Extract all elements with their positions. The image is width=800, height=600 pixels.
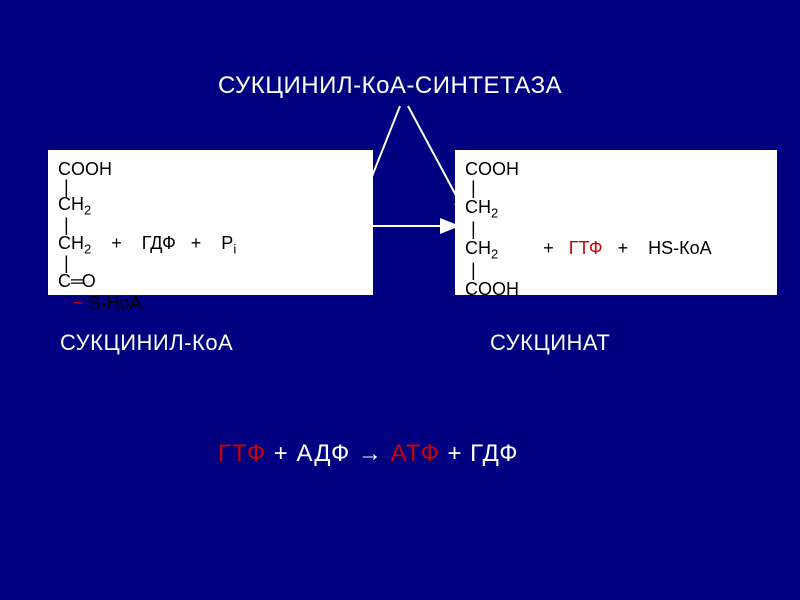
eq-p4: + ГДФ (440, 440, 519, 467)
right-l5-a: CH (465, 238, 491, 258)
left-l3-a: CH (58, 194, 84, 214)
left-l8-sp (58, 293, 73, 313)
left-molecule-label: СУКЦИНИЛ-КоА (60, 330, 233, 356)
left-l8-tilde: ~ (73, 293, 84, 313)
right-line-2: | (471, 181, 767, 196)
right-line-1: COOH (465, 158, 767, 181)
eq-p1: ГТФ (218, 440, 266, 467)
right-l5-gtf: ГТФ (569, 238, 603, 258)
right-molecule-label: СУКЦИНАТ (490, 330, 610, 356)
right-molecule-box: COOH | CH2 | CH2 + ГТФ + HS-КоА | COOH (455, 150, 777, 295)
right-line-7: COOH (465, 278, 767, 301)
right-line-4: | (471, 222, 767, 237)
left-l5-sub2: i (233, 241, 236, 256)
right-l3-sub: 2 (491, 205, 498, 220)
left-line-3: CH2 (58, 193, 363, 219)
left-line-8: ~ S-НоА (58, 292, 363, 315)
right-l3-a: CH (465, 197, 491, 217)
right-line-3: CH2 (465, 196, 767, 222)
left-line-7: C═O (58, 270, 363, 293)
left-l5-mid: + ГДФ + P (91, 233, 233, 253)
left-l7-eq: ═ (71, 271, 82, 291)
eq-p3: АТФ (391, 440, 440, 467)
left-line-1: COOH (58, 158, 363, 181)
left-l8-b: S-НоА (84, 293, 142, 313)
left-line-5: CH2 + ГДФ + Pi (58, 232, 363, 258)
enzyme-title: СУКЦИНИЛ-КоА-СИНТЕТАЗА (218, 72, 562, 100)
right-l5-end: + HS-КоА (603, 238, 712, 258)
left-l3-sub: 2 (84, 203, 91, 218)
left-l7-b: O (82, 271, 96, 291)
left-l7-a: C (58, 271, 71, 291)
equation: ГТФ + АДФ → АТФ + ГДФ (218, 440, 519, 468)
eq-arrow: → (358, 440, 391, 467)
left-molecule-box: COOH | CH2 | CH2 + ГДФ + Pi | C═O ~ S-Но… (48, 150, 373, 295)
left-line-6: | (64, 257, 363, 270)
right-line-6: | (471, 263, 767, 278)
left-line-4: | (64, 219, 363, 232)
left-line-2: | (64, 181, 363, 194)
right-l5-mid: + (498, 238, 569, 258)
right-line-5: CH2 + ГТФ + HS-КоА (465, 237, 767, 263)
left-l5-a: CH (58, 233, 84, 253)
eq-p2: + АДФ (266, 440, 358, 467)
